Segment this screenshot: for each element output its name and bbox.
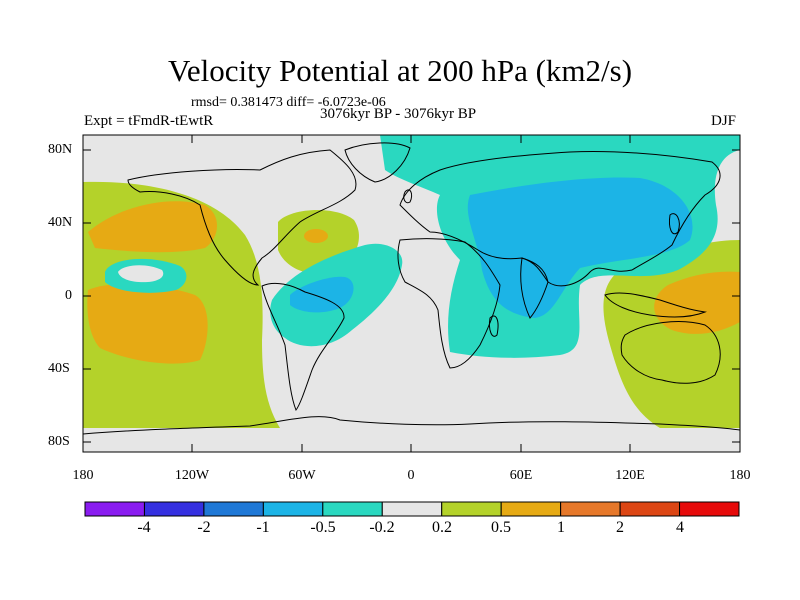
lon-label-0: 0 — [407, 468, 415, 483]
lon-label-120e: 120E — [615, 468, 645, 483]
coast-uk — [403, 189, 413, 204]
colorbar-swatch — [679, 501, 740, 517]
colorbar-swatch — [441, 501, 502, 517]
lon-label-120w: 120W — [174, 468, 210, 483]
coastlines — [83, 142, 740, 435]
negative-max-south-america — [290, 276, 354, 313]
coast-north-america — [127, 149, 357, 286]
coast-japan — [669, 213, 680, 235]
coast-europe-asia — [399, 151, 721, 287]
map-title: Velocity Potential at 200 hPa (km2/s) — [167, 53, 633, 88]
lat-ticks — [83, 149, 740, 443]
colorbar-swatch — [143, 501, 205, 517]
positive-max-maritime — [654, 271, 740, 334]
coast-africa — [397, 238, 501, 369]
lat-label-40s: 40S — [48, 361, 70, 376]
lon-ticks — [82, 135, 741, 452]
coast-australia — [620, 321, 721, 384]
season-label: DJF — [711, 113, 737, 129]
colorbar — [84, 501, 740, 517]
positive-max-atlantic-small — [304, 229, 328, 243]
colorbar-label: -0.2 — [369, 519, 395, 536]
colorbar-label: -1 — [256, 519, 270, 536]
colorbar-label: 0.5 — [491, 519, 511, 536]
experiment-label: Expt = tFmdR-tEwtR — [84, 113, 214, 129]
colorbar-label: -0.5 — [310, 519, 336, 536]
colorbar-label: -4 — [137, 519, 151, 536]
rmsd-diff-stats: rmsd= 0.381473 diff= -6.0723e-06 — [191, 95, 386, 110]
negative-max-eurasia — [467, 177, 693, 318]
coast-india — [520, 257, 549, 319]
coast-south-america — [261, 282, 345, 411]
neutral-hole-pacific — [118, 265, 164, 283]
colorbar-label: 4 — [676, 519, 684, 536]
lat-label-80n: 80N — [48, 142, 73, 157]
colorbar-swatch — [500, 501, 562, 517]
lon-label-180w: 180 — [72, 468, 94, 483]
colorbar-label: 1 — [557, 519, 565, 536]
coast-madagascar — [489, 315, 499, 337]
lat-label-eq: 0 — [65, 288, 72, 303]
lon-label-60e: 60E — [509, 468, 533, 483]
coast-antarctica — [83, 416, 740, 435]
coast-greenland — [344, 142, 411, 183]
colorbar-swatch — [203, 501, 264, 517]
positive-max-north-pacific — [88, 201, 218, 253]
coast-maritime — [604, 292, 707, 318]
colorbar-swatch — [381, 501, 443, 517]
colorbar-swatch — [322, 501, 383, 517]
colorbar-label: 0.2 — [432, 519, 452, 536]
positive-max-central-pacific — [87, 283, 208, 364]
contour-field — [83, 135, 740, 452]
period-label: 3076kyr BP - 3076kyr BP — [320, 106, 477, 122]
colorbar-swatch — [619, 501, 681, 517]
lat-label-40n: 40N — [48, 215, 73, 230]
lat-label-80s: 80S — [48, 434, 70, 449]
colorbar-label: -2 — [197, 519, 211, 536]
colorbar-label: 2 — [616, 519, 624, 536]
colorbar-swatch — [262, 501, 324, 517]
colorbar-swatch — [84, 501, 145, 517]
colorbar-swatch — [560, 501, 621, 517]
lon-label-60w: 60W — [288, 468, 316, 483]
lon-label-180e: 180 — [729, 468, 751, 483]
